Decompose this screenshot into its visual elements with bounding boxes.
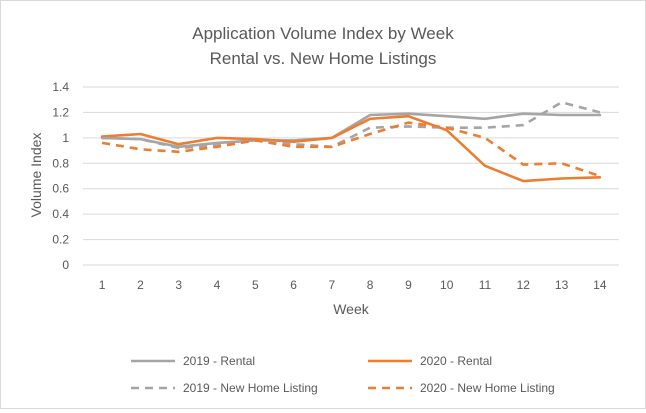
y-tick-label: 1 <box>62 131 69 145</box>
legend: 2019 - Rental 2020 - Rental 2019 - New Hom… <box>131 354 555 395</box>
y-axis-ticks: 0 0.2 0.4 0.6 0.8 1 1.2 1.4 <box>52 80 69 272</box>
series-line-2 <box>100 114 602 183</box>
x-tick-label: 12 <box>517 278 531 292</box>
y-tick-label: 0.8 <box>52 156 69 170</box>
series-line-1 <box>100 112 602 149</box>
legend-label: 2019 - New Home Listing <box>183 381 318 395</box>
series-line-4 <box>101 121 601 178</box>
legend-label: 2020 - New Home Listing <box>420 381 555 395</box>
y-tick-label: 1.4 <box>52 80 69 94</box>
series-line-3 <box>102 101 601 150</box>
y-tick-label: 1.2 <box>52 105 69 119</box>
x-tick-label: 10 <box>440 278 454 292</box>
x-tick-label: 11 <box>479 278 492 292</box>
y-tick-label: 0.4 <box>52 207 69 221</box>
legend-label: 2020 - Rental <box>420 354 492 368</box>
x-tick-label: 1 <box>99 278 106 292</box>
x-tick-label: 14 <box>593 278 607 292</box>
x-tick-label: 6 <box>290 278 297 292</box>
series-lines <box>100 101 602 183</box>
x-tick-label: 13 <box>555 278 569 292</box>
chart-subtitle: Rental vs. New Home Listings <box>210 49 437 68</box>
x-axis-label: Week <box>333 301 370 317</box>
y-tick-label: 0.2 <box>52 233 69 247</box>
x-tick-label: 5 <box>252 278 259 292</box>
y-tick-label: 0.6 <box>52 182 69 196</box>
y-axis-label: Volume Index <box>28 133 44 218</box>
y-tick-label: 0 <box>62 258 69 272</box>
x-tick-label: 4 <box>214 278 221 292</box>
x-tick-label: 2 <box>137 278 144 292</box>
x-tick-label: 3 <box>175 278 182 292</box>
x-tick-label: 9 <box>405 278 412 292</box>
x-tick-label: 7 <box>329 278 336 292</box>
chart-title: Application Volume Index by Week <box>192 24 454 43</box>
x-tick-label: 8 <box>367 278 374 292</box>
legend-label: 2019 - Rental <box>183 354 255 368</box>
x-axis-ticks: 1 2 3 4 5 6 7 8 9 10 11 12 13 14 <box>99 278 607 292</box>
